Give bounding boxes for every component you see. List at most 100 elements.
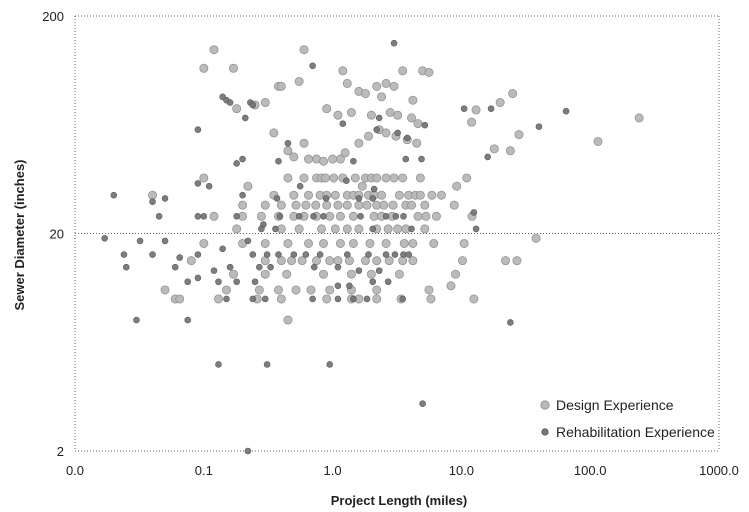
design-experience-point — [299, 138, 309, 148]
rehabilitation-experience-point — [290, 251, 298, 258]
rehabilitation-experience-point — [273, 195, 281, 202]
design-experience-point — [283, 238, 293, 248]
rehabilitation-experience-point — [256, 263, 263, 271]
design-experience-point — [199, 173, 209, 183]
rehabilitation-experience-point — [149, 198, 156, 206]
rehabilitation-experience-point — [244, 447, 252, 455]
design-experience-point — [379, 200, 389, 210]
design-experience-point — [273, 285, 283, 295]
design-experience-point — [238, 200, 248, 210]
design-experience-point — [232, 104, 242, 114]
rehabilitation-experience-point — [284, 139, 292, 147]
rehabilitation-experience-point — [244, 237, 252, 245]
rehabilitation-experience-point — [355, 195, 363, 202]
rehabilitation-experience-point — [326, 361, 334, 368]
rehabilitation-experience-point — [310, 212, 317, 220]
design-experience-point — [291, 200, 301, 210]
design-experience-point — [407, 200, 417, 210]
design-experience-point — [276, 294, 286, 304]
rehabilitation-experience-point — [535, 123, 543, 130]
design-experience-point — [276, 81, 286, 91]
rehabilitation-experience-point — [355, 267, 363, 274]
rehabilitation-experience-point — [310, 263, 318, 271]
rehabilitation-experience-point — [391, 251, 399, 258]
rehabilitation-experience-point — [194, 251, 202, 258]
design-experience-point — [319, 238, 329, 248]
rehabilitation-experience-point — [334, 263, 342, 271]
x-tick-label: 0.1 — [195, 463, 213, 478]
design-experience-point — [394, 269, 404, 279]
design-experience-point — [269, 128, 279, 138]
rehabilitation-experience-point — [267, 263, 274, 271]
design-experience-point — [393, 224, 403, 234]
design-experience-point — [319, 156, 329, 166]
rehabilitation-experience-point — [239, 155, 246, 163]
rehabilitation-experience-point — [403, 134, 411, 142]
rehabilitation-experience-point — [210, 267, 218, 274]
design-experience-point — [328, 154, 338, 164]
design-experience-point — [289, 190, 299, 200]
rehabilitation-experience-point — [487, 105, 495, 112]
y-tick-label: 200 — [42, 9, 64, 24]
rehabilitation-experience-point — [382, 212, 390, 220]
design-experience-point — [420, 224, 430, 234]
design-experience-point — [346, 269, 356, 279]
design-experience-point — [436, 190, 446, 200]
design-experience-point — [377, 92, 387, 102]
rehabilitation-experience-point — [460, 105, 468, 112]
design-experience-point — [304, 154, 314, 164]
rehabilitation-experience-point — [261, 295, 269, 303]
design-experience-point — [260, 269, 270, 279]
rehabilitation-experience-point — [470, 209, 478, 216]
rehabilitation-experience-point — [194, 274, 202, 282]
design-experience-point — [297, 256, 307, 266]
design-experience-point — [429, 238, 439, 248]
rehabilitation-experience-point — [184, 316, 192, 324]
design-experience-point — [372, 285, 382, 295]
design-experience-point — [385, 108, 395, 118]
design-experience-point — [446, 281, 456, 291]
design-experience-point — [357, 181, 367, 191]
rehabilitation-experience-point — [249, 295, 257, 303]
rehabilitation-experience-point — [233, 212, 240, 220]
rehabilitation-experience-point — [405, 251, 413, 258]
rehabilitation-experience-point — [249, 251, 257, 258]
design-experience-point — [451, 269, 461, 279]
design-experience-point — [282, 269, 292, 279]
rehabilitation-experience-point — [136, 237, 144, 245]
design-experience-point — [350, 173, 360, 183]
x-tick-label: 0.0 — [66, 463, 84, 478]
rehabilitation-experience-point — [320, 212, 327, 220]
design-experience-point — [398, 66, 408, 76]
design-experience-point — [346, 108, 356, 118]
design-experience-point — [459, 238, 469, 248]
rehabilitation-experience-point — [363, 295, 371, 303]
design-experience-point — [512, 256, 522, 266]
design-experience-point — [333, 200, 343, 210]
design-experience-point — [408, 256, 418, 266]
design-experience-point — [381, 128, 391, 138]
design-experience-point — [420, 200, 430, 210]
rehabilitation-experience-point — [194, 180, 202, 187]
design-experience-point — [260, 256, 270, 266]
design-experience-point — [389, 81, 399, 91]
rehabilitation-experience-point — [242, 114, 249, 122]
rehabilitation-experience-point — [402, 155, 410, 163]
design-experience-point — [424, 285, 434, 295]
rehabilitation-experience-point — [350, 157, 357, 165]
design-experience-point — [299, 173, 309, 183]
design-experience-point — [381, 78, 391, 88]
rehabilitation-experience-point — [384, 278, 392, 286]
design-experience-point — [381, 173, 391, 183]
design-experience-point — [322, 294, 332, 304]
rehabilitation-experience-point — [399, 295, 406, 303]
rehabilitation-experience-point — [133, 316, 140, 324]
design-experience-point — [388, 200, 398, 210]
design-experience-point — [399, 238, 409, 248]
rehabilitation-experience-point — [194, 126, 202, 134]
design-experience-point — [276, 256, 286, 266]
rehabilitation-experience-point — [161, 195, 169, 202]
design-experience-point — [467, 117, 477, 127]
design-experience-point — [514, 130, 524, 140]
design-experience-point — [221, 285, 231, 295]
